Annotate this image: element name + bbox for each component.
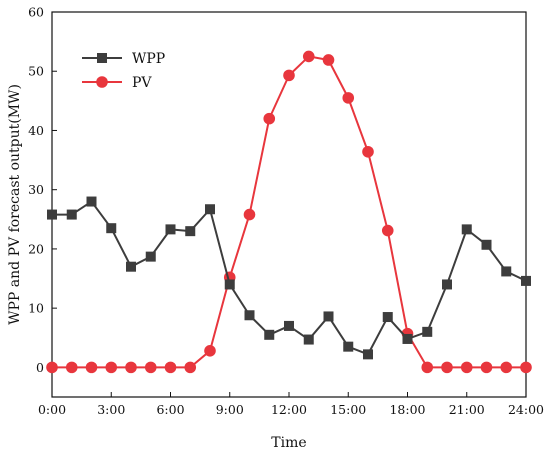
data-point-pv (480, 361, 493, 374)
y-tick-label: 50 (28, 64, 44, 79)
series-wpp (47, 196, 531, 360)
y-axis-title: WPP and PV forecast output(MW) (7, 84, 23, 325)
data-point-wpp (303, 334, 314, 345)
data-point-wpp (264, 329, 275, 340)
data-point-wpp (66, 209, 77, 220)
x-tick-label: 0:00 (38, 402, 66, 417)
data-point-pv (263, 112, 276, 125)
y-tick-label: 30 (28, 182, 44, 197)
x-tick-label: 6:00 (156, 402, 184, 417)
data-point-wpp (244, 310, 255, 321)
x-tick-label: 21:00 (449, 402, 485, 417)
data-point-wpp (343, 341, 354, 352)
series-line-pv (52, 55, 526, 369)
data-point-wpp (382, 312, 393, 323)
data-point-wpp (461, 224, 472, 235)
data-point-wpp (363, 349, 373, 360)
data-point-pv (46, 361, 58, 374)
data-point-pv (381, 224, 394, 237)
y-tick-label: 10 (28, 301, 44, 316)
x-tick-label: 12:00 (271, 402, 307, 417)
legend-label: PV (132, 75, 152, 91)
data-point-pv (500, 361, 513, 374)
data-point-wpp (501, 266, 512, 277)
data-point-pv (125, 361, 137, 374)
x-tick-label: 3:00 (97, 402, 125, 417)
data-point-pv (164, 361, 177, 374)
data-point-pv (105, 361, 118, 374)
data-point-pv (243, 208, 256, 221)
data-point-wpp (442, 279, 452, 290)
data-point-pv (65, 361, 78, 374)
data-point-pv (283, 69, 295, 82)
data-point-wpp (402, 333, 413, 344)
series-line-wpp (52, 200, 527, 356)
x-tick-label: 18:00 (389, 402, 425, 417)
y-tick-label: 0 (36, 360, 44, 375)
data-point-wpp (481, 239, 492, 250)
legend-item-pv: PV (82, 75, 152, 91)
data-point-wpp (323, 311, 334, 322)
data-point-wpp (86, 196, 97, 207)
data-point-wpp (165, 224, 176, 235)
legend-label: WPP (132, 51, 165, 67)
data-point-wpp (106, 223, 117, 234)
legend-marker (97, 53, 107, 63)
data-point-pv (342, 92, 355, 104)
data-point-pv (322, 54, 335, 66)
data-point-pv (421, 361, 434, 374)
data-point-wpp (185, 226, 196, 237)
legend: WPP PV (82, 51, 165, 91)
data-point-wpp (126, 261, 136, 272)
x-tick-label: 9:00 (216, 402, 244, 417)
legend-item-wpp: WPP (82, 51, 165, 67)
y-tick-label: 60 (28, 5, 44, 20)
data-point-wpp (422, 326, 433, 337)
legend-marker (96, 76, 108, 88)
data-point-pv (441, 361, 453, 374)
data-point-pv (302, 50, 315, 63)
series-pv (46, 50, 532, 374)
data-point-pv (144, 361, 157, 374)
y-tick-label: 40 (28, 123, 44, 138)
axis-ticks: 0 10 20 30 40 50 60 0:00 3:00 6:00 9:00 12:00 15:00 1… (28, 5, 544, 418)
data-point-wpp (521, 275, 531, 286)
data-point-wpp (47, 209, 57, 220)
data-point-wpp (145, 251, 156, 262)
data-point-wpp (284, 320, 294, 331)
data-point-wpp (224, 279, 235, 290)
data-point-pv (520, 361, 532, 374)
x-tick-label: 24:00 (508, 402, 544, 417)
data-point-pv (204, 345, 216, 357)
data-point-pv (184, 361, 197, 374)
y-tick-label: 20 (28, 241, 44, 256)
x-axis-title: Time (271, 435, 306, 451)
x-tick-label: 15:00 (330, 402, 366, 417)
data-point-wpp (205, 204, 215, 215)
data-point-pv (85, 361, 98, 374)
data-point-pv (460, 361, 473, 374)
data-point-pv (362, 145, 374, 158)
series-layer (46, 50, 532, 374)
